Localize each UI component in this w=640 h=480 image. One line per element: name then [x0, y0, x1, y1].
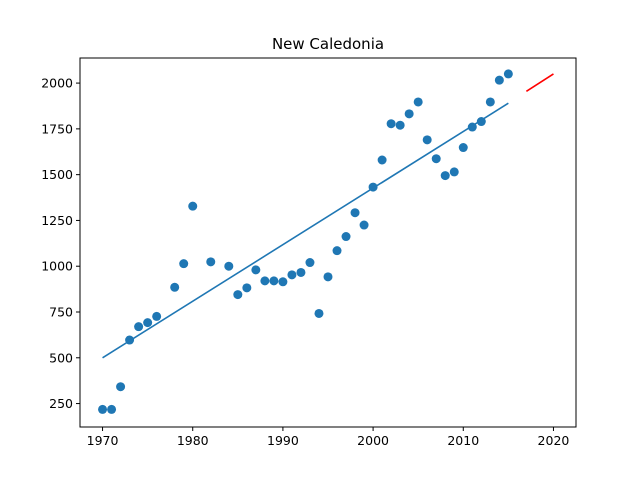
projection-line — [525, 73, 554, 93]
data-point — [260, 276, 270, 286]
data-point — [188, 201, 198, 211]
data-point — [251, 265, 261, 275]
scatter-points — [98, 69, 513, 414]
data-point — [386, 119, 396, 129]
data-point — [440, 171, 450, 181]
data-point — [368, 182, 378, 192]
data-point — [305, 258, 315, 268]
data-point — [377, 155, 387, 165]
data-point — [296, 267, 306, 277]
plot-frame — [79, 57, 577, 428]
y-tick-label: 1250 — [41, 213, 73, 228]
data-point — [269, 276, 279, 286]
data-point — [341, 232, 351, 242]
chart-title: New Caledonia — [272, 35, 384, 53]
data-point — [116, 382, 126, 392]
y-tick-label: 1000 — [41, 259, 73, 274]
x-tick-label: 1980 — [177, 433, 209, 448]
data-point — [143, 318, 153, 328]
data-point — [350, 208, 360, 218]
data-point — [449, 167, 459, 177]
data-point — [107, 404, 117, 414]
data-point — [494, 75, 504, 85]
trend-line — [102, 102, 509, 359]
data-point — [458, 143, 468, 153]
x-tick-label: 1970 — [87, 433, 119, 448]
data-point — [134, 322, 144, 332]
data-point — [224, 261, 234, 271]
data-point — [179, 259, 189, 269]
y-tick-label: 1500 — [41, 167, 73, 182]
data-point — [413, 97, 423, 107]
data-point — [332, 246, 342, 256]
data-point — [278, 277, 288, 287]
data-point — [467, 122, 477, 132]
data-point — [242, 283, 252, 293]
axis-ticks: 1970 1980 1990 2000 2010 2020 250 500 750 1000 125… — [41, 76, 569, 448]
data-point — [206, 257, 216, 267]
data-point — [314, 308, 324, 318]
data-point — [359, 220, 369, 230]
data-point — [431, 154, 441, 164]
data-point — [485, 97, 495, 107]
x-tick-label: 1990 — [267, 433, 299, 448]
data-point — [152, 311, 162, 321]
x-tick-label: 2020 — [538, 433, 570, 448]
data-point — [125, 335, 135, 345]
y-tick-label: 2000 — [41, 76, 73, 91]
data-point — [170, 282, 180, 292]
data-point — [404, 109, 414, 119]
data-point — [287, 270, 297, 280]
y-tick-label: 750 — [49, 304, 73, 319]
y-tick-label: 1750 — [41, 121, 73, 136]
data-point — [476, 117, 486, 127]
x-tick-label: 2000 — [357, 433, 389, 448]
data-point — [395, 120, 405, 130]
data-point — [98, 404, 108, 414]
data-point — [422, 135, 432, 145]
y-tick-label: 500 — [49, 350, 73, 365]
data-point — [503, 69, 513, 79]
y-tick-label: 250 — [49, 396, 73, 411]
x-tick-label: 2010 — [447, 433, 479, 448]
data-point — [323, 272, 333, 282]
data-point — [233, 290, 243, 300]
series-lines — [102, 73, 554, 359]
